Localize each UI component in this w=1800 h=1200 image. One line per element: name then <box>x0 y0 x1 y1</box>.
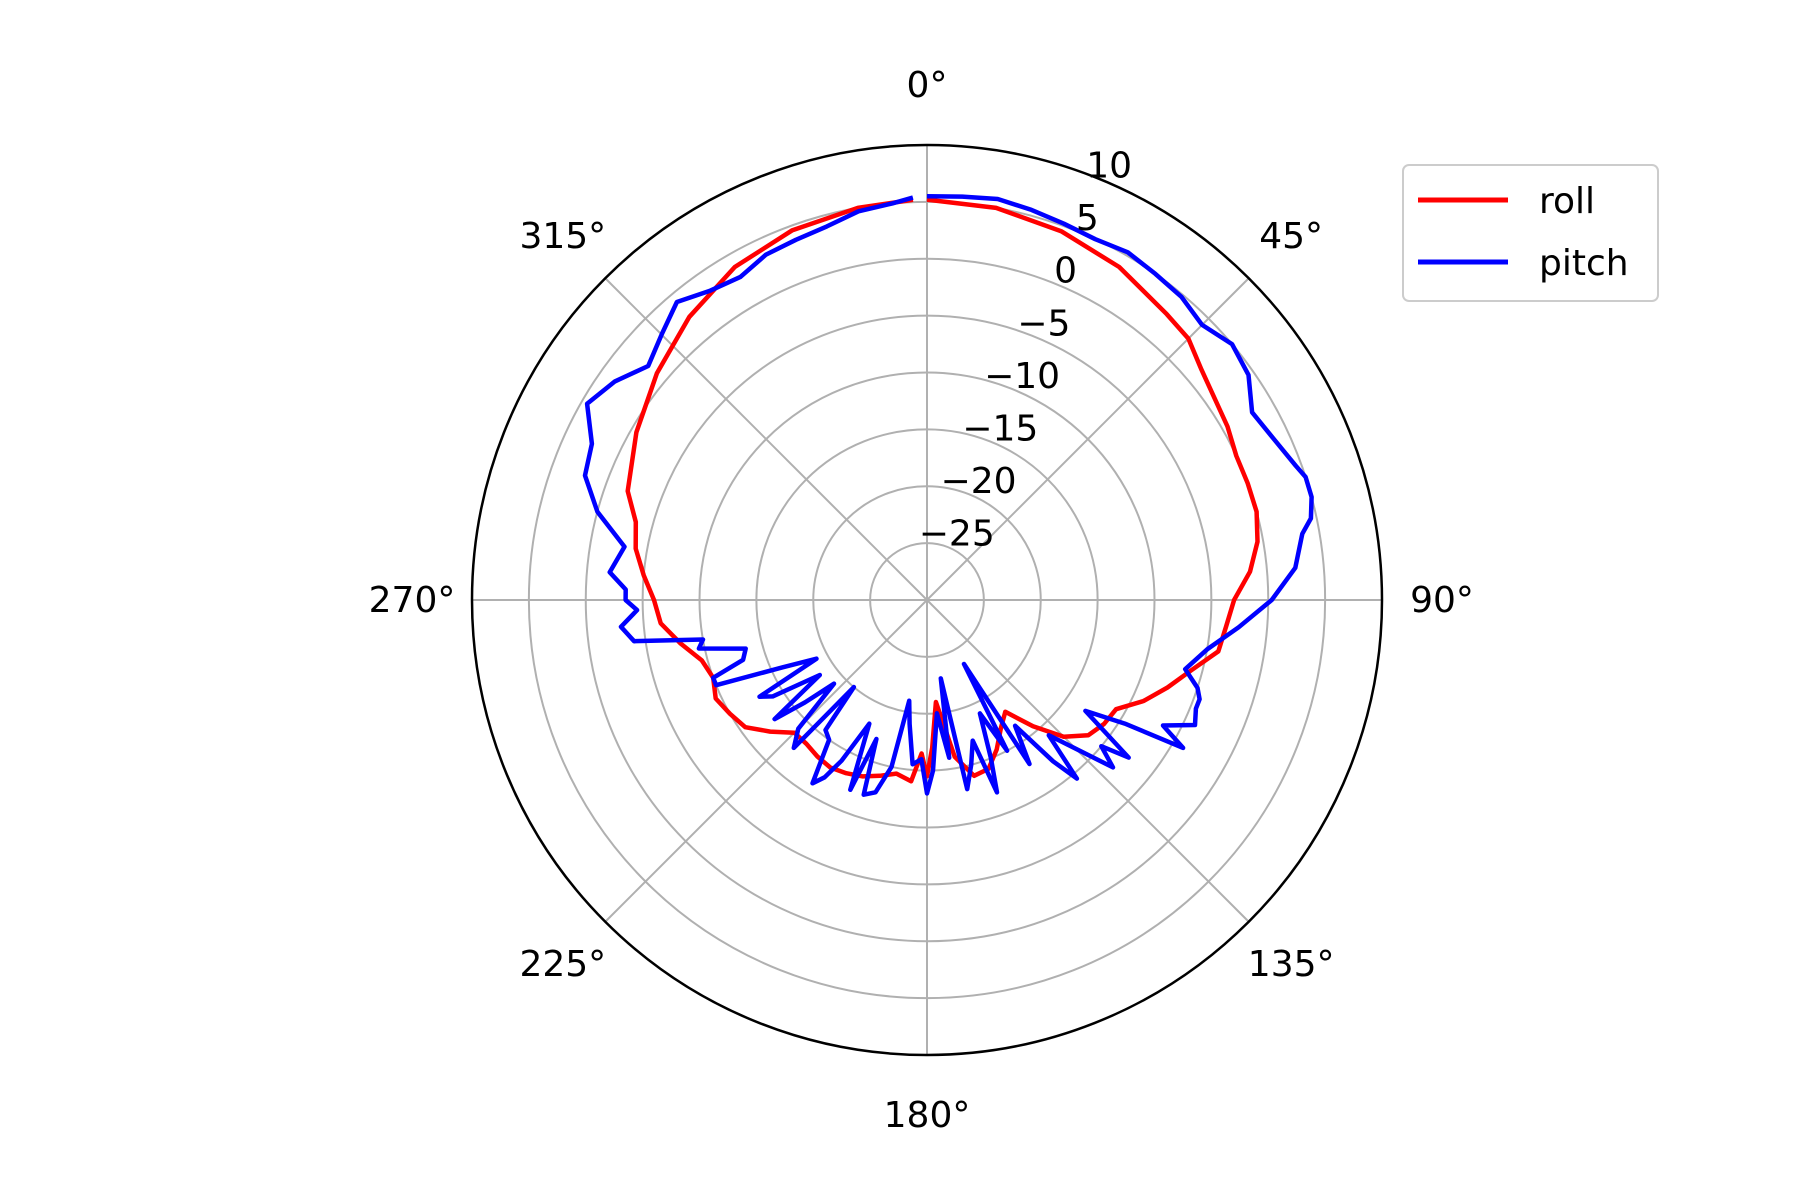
series-line-pitch <box>582 193 1314 797</box>
theta-gridline <box>926 277 1250 601</box>
theta-tick-label: 270° <box>369 580 456 621</box>
theta-tick-label: 315° <box>519 216 606 257</box>
r-tick-label: 5 <box>1076 198 1099 239</box>
theta-tick-label: 0° <box>907 65 948 106</box>
theta-gridline <box>926 599 1250 923</box>
r-tick-label: 10 <box>1086 146 1132 187</box>
r-tick-label: −20 <box>941 461 1017 502</box>
theta-gridline <box>604 599 928 923</box>
legend-label: roll <box>1539 181 1595 222</box>
theta-tick-label: 45° <box>1259 216 1323 257</box>
theta-tick-label: 225° <box>519 944 606 985</box>
theta-tick-label: 90° <box>1410 580 1474 621</box>
polar-frame <box>470 143 1384 1057</box>
grid-layer <box>470 143 1384 1057</box>
theta-tick-label: 135° <box>1248 944 1335 985</box>
r-tick-label: −25 <box>919 513 995 554</box>
label-layer: 0° 45° 90° 135° 180° 225° 270° 315° −25 −20 −15 −10… <box>369 65 1474 1136</box>
legend-label: pitch <box>1539 243 1629 284</box>
r-tick-label: −10 <box>984 356 1060 397</box>
r-tick-label: −5 <box>1017 303 1070 344</box>
legend: roll pitch <box>1402 164 1659 302</box>
theta-tick-label: 180° <box>884 1095 971 1136</box>
series-line-roll <box>625 197 1260 784</box>
r-tick-label: −15 <box>962 408 1038 449</box>
series-layer <box>582 193 1314 797</box>
theta-gridline <box>604 277 928 601</box>
r-tick-label: 0 <box>1054 251 1077 292</box>
